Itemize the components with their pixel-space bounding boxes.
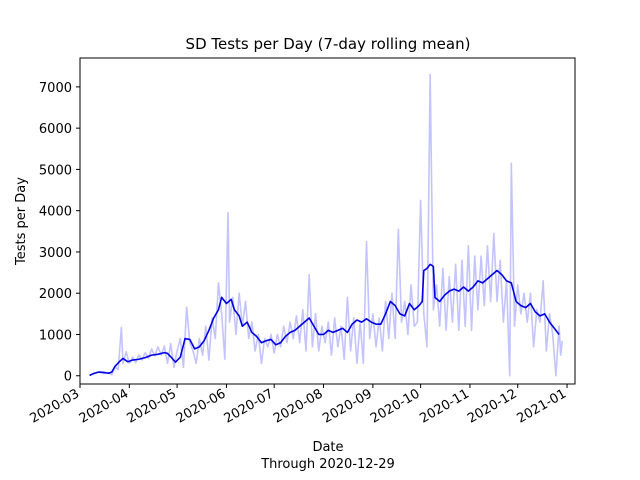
y-tick-label: 5000 [39,163,72,178]
y-tick-label: 6000 [39,122,72,137]
rolling-mean-line [89,263,560,377]
y-tick-label: 4000 [39,205,72,220]
y-axis-label: Tests per Day [14,177,29,266]
x-axis-label: Date [312,440,343,455]
axes-frame [79,57,576,385]
y-tick-label: 0 [64,370,72,385]
y-tick-label: 3000 [39,246,72,261]
y-tick-label: 1000 [39,328,72,343]
chart-title: SD Tests per Day (7-day rolling mean) [186,35,471,53]
y-tick-label: 7000 [39,81,72,96]
daily-tests-line [89,73,564,377]
x-axis-sublabel: Through 2020-12-29 [260,457,395,472]
y-axis: 0 1000 2000 3000 4000 5000 6000 7000 [39,81,80,385]
plot-area [89,73,564,377]
y-tick-label: 2000 [39,287,72,302]
